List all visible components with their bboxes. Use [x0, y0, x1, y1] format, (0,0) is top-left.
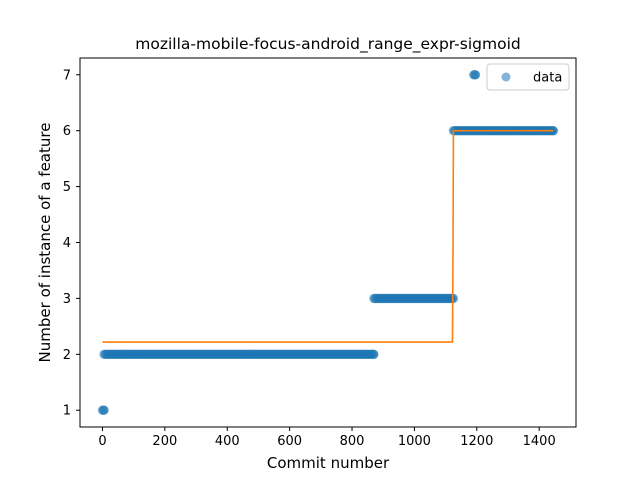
chart-title: mozilla-mobile-focus-android_range_expr-… — [135, 35, 520, 54]
data-point-run-5 — [469, 70, 480, 79]
data-point-run-3 — [369, 294, 458, 303]
y-tick-label: 5 — [63, 180, 71, 195]
y-tick-label: 4 — [63, 236, 71, 251]
y-axis-label: Number of instance of a feature — [36, 123, 54, 363]
legend: data — [487, 64, 569, 90]
y-tick-label: 6 — [63, 124, 71, 139]
x-tick-label: 400 — [215, 434, 240, 449]
data-point — [471, 70, 480, 79]
x-tick-label: 1200 — [460, 434, 493, 449]
data-point-run-1 — [98, 406, 109, 415]
x-tick-label: 1400 — [523, 434, 556, 449]
legend-label-data: data — [533, 71, 562, 86]
data-point-run-2 — [99, 350, 378, 359]
data-point — [99, 406, 108, 415]
x-tick-label: 600 — [277, 434, 302, 449]
data-point — [369, 350, 378, 359]
x-tick-label: 1000 — [398, 434, 431, 449]
x-tick-label: 800 — [340, 434, 365, 449]
y-tick-label: 2 — [63, 348, 71, 363]
legend-marker-data — [502, 73, 511, 82]
y-tick-label: 1 — [63, 404, 71, 419]
x-tick-label: 0 — [98, 434, 106, 449]
y-tick-label: 7 — [63, 68, 71, 83]
y-tick-label: 3 — [63, 292, 71, 307]
x-tick-label: 200 — [152, 434, 177, 449]
x-axis-label: Commit number — [267, 454, 390, 472]
